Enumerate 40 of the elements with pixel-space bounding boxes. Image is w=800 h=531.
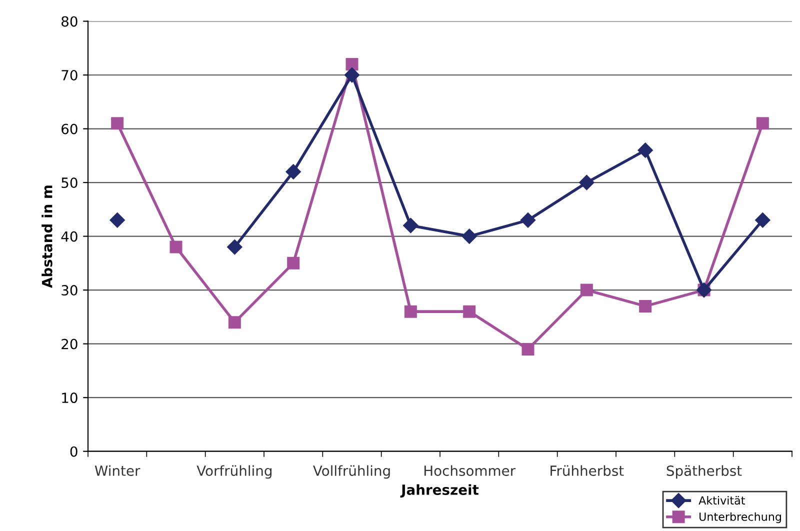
point [638,142,653,158]
point [111,117,124,130]
y-tick-label: 50 [62,178,78,188]
y-tick-label: 10 [62,392,78,404]
point [756,117,769,130]
x-tick-label: Winter [94,465,140,476]
point [344,67,360,83]
point [522,342,534,356]
point [170,240,182,254]
x-tick-label: Hochsommer [424,465,516,476]
point [346,58,358,70]
point [404,305,417,318]
point [520,212,536,228]
point [403,218,418,234]
x-axis-title: Jahreszeit [400,484,479,498]
point [287,256,300,270]
point [639,300,652,312]
y-axis-title: Abstand in m [42,186,52,288]
legend-label: Unterbrechung [700,512,781,524]
point [579,174,594,190]
x-tick-label: Vollfrühling [313,465,390,479]
legend-label: Aktivität [698,496,745,505]
y-tick-label: 70 [62,70,78,80]
y-tick-label: 30 [62,285,78,296]
point [463,305,476,318]
point [110,212,125,228]
point [227,239,242,255]
point [286,164,301,180]
y-tick-label: 0 [70,446,78,457]
y-tick-label: 40 [61,231,78,242]
x-tick-label: Frühherbst [550,465,624,476]
x-tick-label: Vorfrühling [196,465,272,479]
point [755,212,770,228]
y-tick-label: 20 [62,338,78,350]
point [228,316,241,329]
x-tick-label: Spätherbst [666,465,742,479]
y-tick-label: 80 [62,16,78,27]
y-tick-label: 60 [62,124,78,134]
point [580,284,593,296]
point [462,228,477,244]
